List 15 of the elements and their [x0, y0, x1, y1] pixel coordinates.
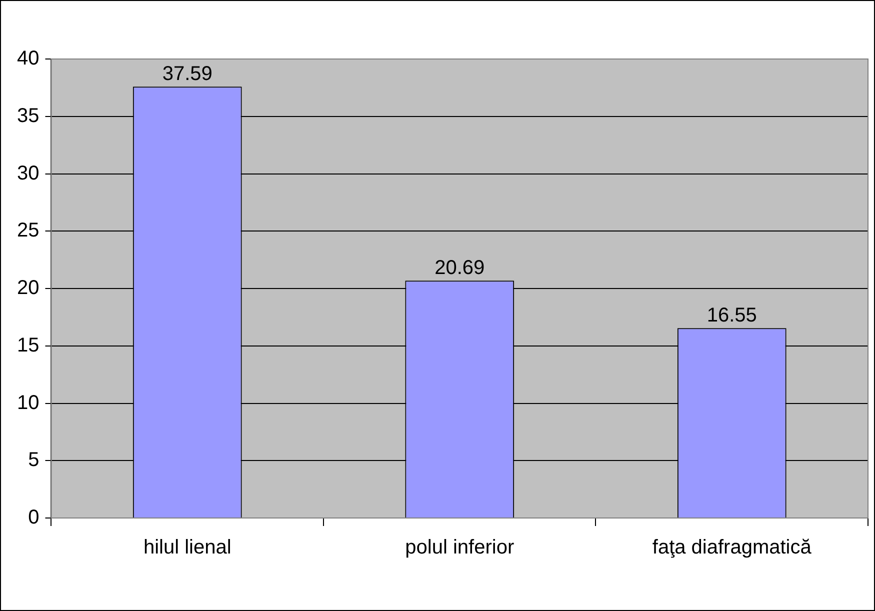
- y-tick-label: 0: [28, 506, 40, 529]
- y-tick-label: 35: [16, 104, 40, 127]
- y-tick-label: 20: [16, 277, 40, 300]
- y-tick-label: 10: [16, 392, 40, 414]
- x-tick-label: hilul lienal: [143, 536, 232, 559]
- data-label: 16.55: [706, 304, 757, 327]
- data-label: 37.59: [162, 63, 212, 86]
- data-label: 20.69: [434, 257, 485, 280]
- y-tick-label: 5: [28, 449, 40, 472]
- x-tick-label: polul inferior: [405, 536, 514, 559]
- y-tick-label: 30: [16, 162, 40, 184]
- y-tick-label: 15: [16, 334, 40, 356]
- y-tick-label: 25: [16, 220, 40, 242]
- y-tick-label: 40: [16, 48, 40, 70]
- x-tick-label: faţa diafragmatică: [652, 536, 812, 559]
